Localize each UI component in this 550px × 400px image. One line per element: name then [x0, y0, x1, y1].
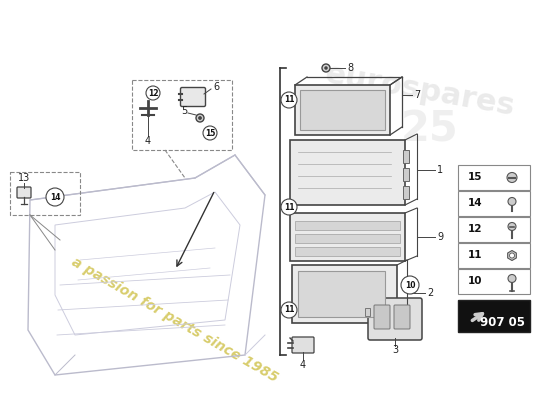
Text: 7: 7 [414, 90, 420, 100]
Text: 11: 11 [284, 306, 294, 314]
Circle shape [203, 126, 217, 140]
Text: a passion for parts since 1985: a passion for parts since 1985 [69, 255, 280, 385]
FancyBboxPatch shape [295, 234, 400, 243]
Text: 907 05: 907 05 [480, 316, 525, 328]
Text: 14: 14 [468, 198, 483, 208]
Circle shape [508, 198, 516, 206]
FancyBboxPatch shape [17, 187, 31, 198]
Circle shape [508, 222, 516, 230]
Text: 11: 11 [468, 250, 482, 260]
Circle shape [196, 114, 204, 122]
Text: 15: 15 [468, 172, 482, 182]
Circle shape [401, 276, 419, 294]
Circle shape [146, 86, 160, 100]
FancyBboxPatch shape [365, 308, 370, 316]
FancyBboxPatch shape [458, 300, 530, 332]
Text: 9: 9 [437, 232, 443, 242]
Circle shape [281, 199, 297, 215]
Circle shape [507, 172, 517, 182]
FancyBboxPatch shape [180, 88, 206, 106]
FancyBboxPatch shape [403, 168, 409, 181]
Text: 11: 11 [284, 202, 294, 212]
Text: 3: 3 [392, 345, 398, 355]
FancyBboxPatch shape [292, 337, 314, 353]
Text: 5: 5 [181, 106, 187, 116]
Circle shape [324, 66, 327, 70]
Circle shape [322, 64, 330, 72]
FancyBboxPatch shape [458, 165, 530, 190]
Text: 10: 10 [405, 280, 415, 290]
Text: 1: 1 [437, 165, 443, 175]
Text: 10: 10 [468, 276, 482, 286]
Circle shape [199, 116, 201, 120]
Text: 4: 4 [145, 136, 151, 146]
FancyBboxPatch shape [403, 150, 409, 163]
Text: eurospares: eurospares [323, 59, 518, 121]
FancyBboxPatch shape [374, 305, 390, 329]
FancyBboxPatch shape [403, 186, 409, 199]
Text: 25: 25 [401, 109, 459, 151]
Circle shape [46, 188, 64, 206]
Text: 11: 11 [284, 96, 294, 104]
FancyBboxPatch shape [295, 85, 390, 135]
Text: 13: 13 [18, 173, 30, 183]
Text: 12: 12 [148, 88, 158, 98]
FancyBboxPatch shape [292, 265, 397, 323]
Text: 2: 2 [427, 288, 433, 298]
FancyBboxPatch shape [300, 90, 385, 130]
Circle shape [281, 92, 297, 108]
Text: 6: 6 [213, 82, 219, 92]
FancyBboxPatch shape [295, 247, 400, 256]
Polygon shape [508, 250, 516, 260]
FancyBboxPatch shape [298, 271, 385, 317]
FancyBboxPatch shape [295, 221, 400, 230]
FancyBboxPatch shape [368, 298, 422, 340]
FancyBboxPatch shape [458, 243, 530, 268]
FancyBboxPatch shape [394, 305, 410, 329]
FancyBboxPatch shape [458, 217, 530, 242]
Text: 4: 4 [300, 360, 306, 370]
FancyBboxPatch shape [290, 213, 405, 261]
FancyBboxPatch shape [458, 269, 530, 294]
Text: 15: 15 [205, 128, 215, 138]
FancyBboxPatch shape [290, 140, 405, 205]
Circle shape [281, 302, 297, 318]
Circle shape [508, 274, 516, 282]
Circle shape [509, 253, 514, 258]
Text: 8: 8 [347, 63, 353, 73]
Text: 12: 12 [468, 224, 482, 234]
FancyBboxPatch shape [458, 191, 530, 216]
Text: 14: 14 [50, 192, 60, 202]
